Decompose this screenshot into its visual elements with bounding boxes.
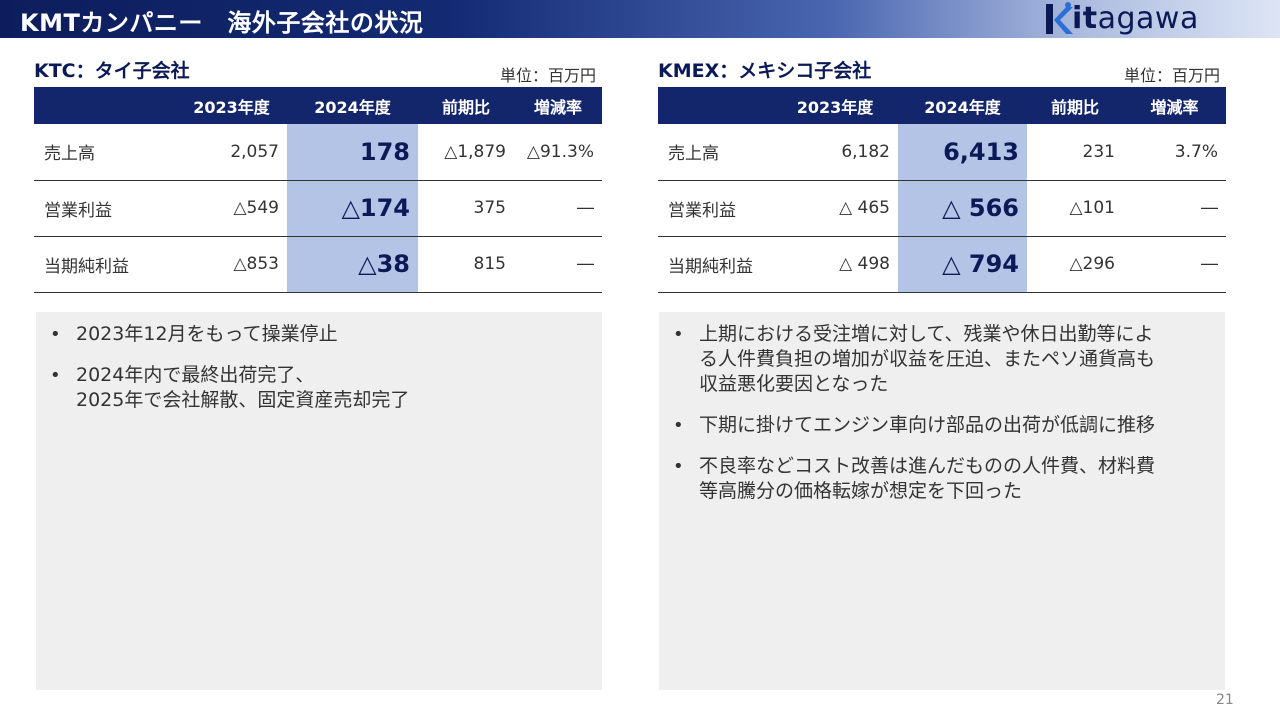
list-item: • 2024年内で最終出荷完了、 2025年で会社解散、固定資産売却完了 xyxy=(50,363,588,413)
column-header xyxy=(34,87,176,124)
table-header-row: 2023年度 2024年度 前期比 増減率 xyxy=(34,87,602,124)
column-header: 前期比 xyxy=(1027,87,1123,124)
cell-2024: △174 xyxy=(287,180,418,237)
list-item: • 上期における受注増に対して、残業や休日出勤等によ る人件費負担の増加が収益を… xyxy=(673,322,1211,397)
ktc-financial-table: 2023年度 2024年度 前期比 増減率 売上高 2,057 178 △1,8… xyxy=(34,87,602,293)
cell-2023: △549 xyxy=(176,180,287,237)
ktc-unit-label: 単位：百万円 xyxy=(499,66,596,85)
note-line: 2024年内で最終出荷完了、 xyxy=(76,364,315,386)
cell-rate: ― xyxy=(1123,236,1226,293)
list-item: • 下期に掛けてエンジン車向け部品の出荷が低調に推移 xyxy=(673,413,1211,438)
column-header: 2024年度 xyxy=(898,87,1027,124)
cell-2024: 178 xyxy=(287,124,418,181)
table-row: 当期純利益 △853 △38 815 ― xyxy=(34,236,602,293)
note-line: る人件費負担の増加が収益を圧迫、またペソ通貨高も xyxy=(699,348,1156,370)
cell-2024: △38 xyxy=(287,236,418,293)
kitagawa-logo-k-icon xyxy=(1046,2,1073,34)
table-row: 売上高 2,057 178 △1,879 △91.3% xyxy=(34,124,602,181)
cell-diff: △101 xyxy=(1027,180,1123,237)
note-line: 等高騰分の価格転嫁が想定を下回った xyxy=(699,480,1023,502)
cell-rate: ― xyxy=(514,236,602,293)
page-number: 21 xyxy=(1216,692,1234,708)
cell-diff: 375 xyxy=(418,180,514,237)
cell-2023: 2,057 xyxy=(176,124,287,181)
column-header xyxy=(658,87,772,124)
row-label: 営業利益 xyxy=(658,180,772,237)
bullet-icon: • xyxy=(673,456,684,477)
cell-2023: △ 465 xyxy=(772,180,898,237)
cell-diff: 231 xyxy=(1027,124,1123,181)
ktc-section-title: KTC：タイ子会社 xyxy=(34,60,190,82)
cell-rate: 3.7% xyxy=(1123,124,1226,181)
kmex-financial-table: 2023年度 2024年度 前期比 増減率 売上高 6,182 6,413 23… xyxy=(658,87,1226,293)
cell-2024: 6,413 xyxy=(898,124,1027,181)
note-line: 上期における受注増に対して、残業や休日出勤等によ xyxy=(699,323,1154,345)
kmex-unit-label: 単位：百万円 xyxy=(1123,66,1220,85)
column-header: 増減率 xyxy=(1123,87,1226,124)
bullet-icon: • xyxy=(673,415,684,436)
slide-header: KMTカンパニー 海外子会社の状況 itagawa xyxy=(0,0,1280,38)
ktc-notes-list: • 2023年12月をもって操業停止 • 2024年内で最終出荷完了、 2025… xyxy=(36,312,602,413)
bullet-icon: • xyxy=(50,365,61,386)
column-header: 2024年度 xyxy=(287,87,418,124)
row-label: 当期純利益 xyxy=(658,236,772,293)
note-line: 不良率などコスト改善は進んだものの人件費、材料費 xyxy=(699,455,1156,477)
cell-2024: △ 566 xyxy=(898,180,1027,237)
note-line: 2025年で会社解散、固定資産売却完了 xyxy=(76,389,410,411)
kitagawa-logo-text: itagawa xyxy=(1072,1,1199,36)
table-header-row: 2023年度 2024年度 前期比 増減率 xyxy=(658,87,1226,124)
cell-2023: 6,182 xyxy=(772,124,898,181)
row-label: 売上高 xyxy=(658,124,772,181)
column-header: 2023年度 xyxy=(772,87,898,124)
list-item: • 不良率などコスト改善は進んだものの人件費、材料費 等高騰分の価格転嫁が想定を… xyxy=(673,454,1211,504)
cell-2024: △ 794 xyxy=(898,236,1027,293)
kmex-notes-panel: • 上期における受注増に対して、残業や休日出勤等によ る人件費負担の増加が収益を… xyxy=(659,312,1225,690)
cell-diff: 815 xyxy=(418,236,514,293)
column-header: 前期比 xyxy=(418,87,514,124)
note-line: 2023年12月をもって操業停止 xyxy=(76,323,338,345)
column-header: 増減率 xyxy=(514,87,602,124)
list-item: • 2023年12月をもって操業停止 xyxy=(50,322,588,347)
kmex-section-title: KMEX：メキシコ子会社 xyxy=(658,60,872,82)
table-row: 売上高 6,182 6,413 231 3.7% xyxy=(658,124,1226,181)
cell-diff: △1,879 xyxy=(418,124,514,181)
note-line: 収益悪化要因となった xyxy=(699,373,889,395)
row-label: 当期純利益 xyxy=(34,236,176,293)
cell-rate: ― xyxy=(1123,180,1226,237)
table-row: 営業利益 △549 △174 375 ― xyxy=(34,180,602,237)
kitagawa-logo: itagawa xyxy=(1040,1,1230,37)
row-label: 売上高 xyxy=(34,124,176,181)
note-line: 下期に掛けてエンジン車向け部品の出荷が低調に推移 xyxy=(699,414,1156,436)
table-row: 営業利益 △ 465 △ 566 △101 ― xyxy=(658,180,1226,237)
bullet-icon: • xyxy=(673,324,684,345)
kmex-notes-list: • 上期における受注増に対して、残業や休日出勤等によ る人件費負担の増加が収益を… xyxy=(659,312,1225,504)
cell-rate: △91.3% xyxy=(514,124,602,181)
column-header: 2023年度 xyxy=(176,87,287,124)
cell-2023: △853 xyxy=(176,236,287,293)
cell-diff: △296 xyxy=(1027,236,1123,293)
bullet-icon: • xyxy=(50,324,61,345)
ktc-notes-panel: • 2023年12月をもって操業停止 • 2024年内で最終出荷完了、 2025… xyxy=(36,312,602,690)
cell-rate: ― xyxy=(514,180,602,237)
cell-2023: △ 498 xyxy=(772,236,898,293)
row-label: 営業利益 xyxy=(34,180,176,237)
table-row: 当期純利益 △ 498 △ 794 △296 ― xyxy=(658,236,1226,293)
slide-title: KMTカンパニー 海外子会社の状況 xyxy=(20,9,424,37)
